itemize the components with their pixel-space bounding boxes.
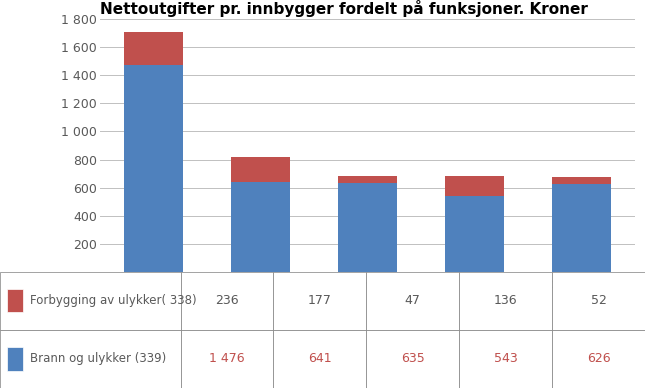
Bar — [445, 196, 504, 272]
Bar — [232, 157, 290, 182]
Bar — [124, 65, 183, 272]
Bar — [445, 177, 504, 196]
Text: Brann og ulykker (339): Brann og ulykker (339) — [30, 352, 166, 365]
Bar — [7, 347, 23, 371]
Bar — [124, 32, 183, 65]
Text: Nettoutgifter pr. innbygger fordelt på funksjoner. Kroner: Nettoutgifter pr. innbygger fordelt på f… — [100, 0, 588, 17]
Bar — [552, 184, 611, 272]
Bar — [338, 183, 397, 272]
Bar — [552, 177, 611, 184]
Bar — [7, 289, 23, 312]
Bar — [338, 176, 397, 183]
Bar — [232, 182, 290, 272]
Text: Forbygging av ulykker( 338): Forbygging av ulykker( 338) — [30, 294, 197, 307]
